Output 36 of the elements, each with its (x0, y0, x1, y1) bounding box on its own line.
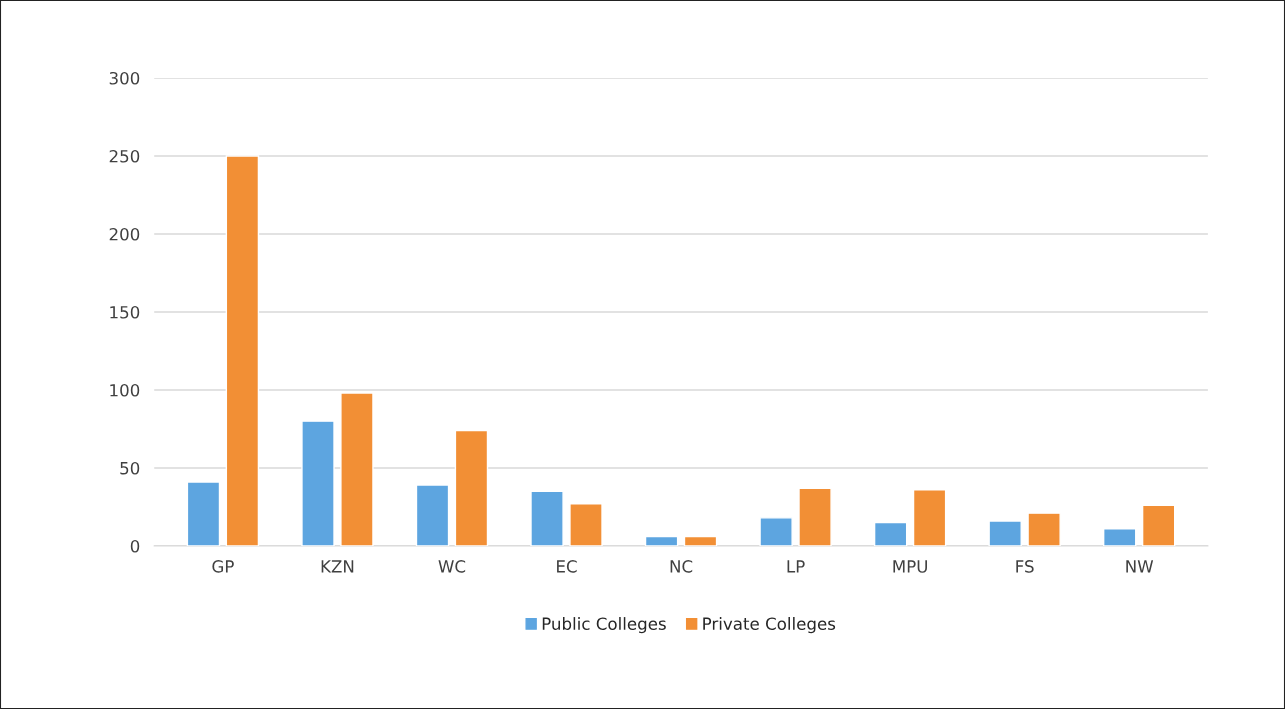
y-tick-label: 100 (110, 383, 140, 397)
bar (186, 481, 221, 546)
legend-label: Private Colleges (703, 617, 836, 634)
bar (301, 420, 335, 546)
bar (683, 535, 718, 546)
bar (798, 487, 832, 546)
y-tick-label: 250 (109, 149, 140, 163)
y-tick-label: 50 (120, 461, 140, 475)
bar (912, 489, 947, 546)
x-tick-label: FS (1016, 560, 1034, 573)
bar (1027, 512, 1061, 546)
x-tick-label: LP (787, 560, 805, 573)
legend-label: Public Colleges (542, 617, 666, 634)
bar (225, 155, 260, 546)
bar (1102, 528, 1137, 546)
y-tick-label: 150 (110, 305, 140, 319)
y-tick-label: 0 (130, 539, 140, 553)
bar (759, 517, 793, 546)
bar (988, 520, 1022, 546)
x-tick-label: GP (212, 560, 234, 573)
x-tick-label: EC (557, 560, 577, 573)
bar (644, 535, 679, 546)
bar (569, 503, 603, 546)
x-tick-label: WC (438, 560, 466, 573)
x-tick-label: NW (1126, 560, 1154, 573)
bar (415, 484, 450, 546)
y-tick-label: 200 (109, 227, 140, 241)
x-tick-label: MPU (893, 560, 927, 573)
x-tick-label: KZN (321, 560, 354, 573)
bar (454, 429, 489, 546)
bar (340, 392, 374, 546)
x-tick-label: NC (670, 560, 693, 573)
y-tick-label: 300 (109, 71, 140, 85)
bar (530, 490, 564, 546)
bar (873, 521, 908, 546)
bar (1141, 504, 1176, 546)
